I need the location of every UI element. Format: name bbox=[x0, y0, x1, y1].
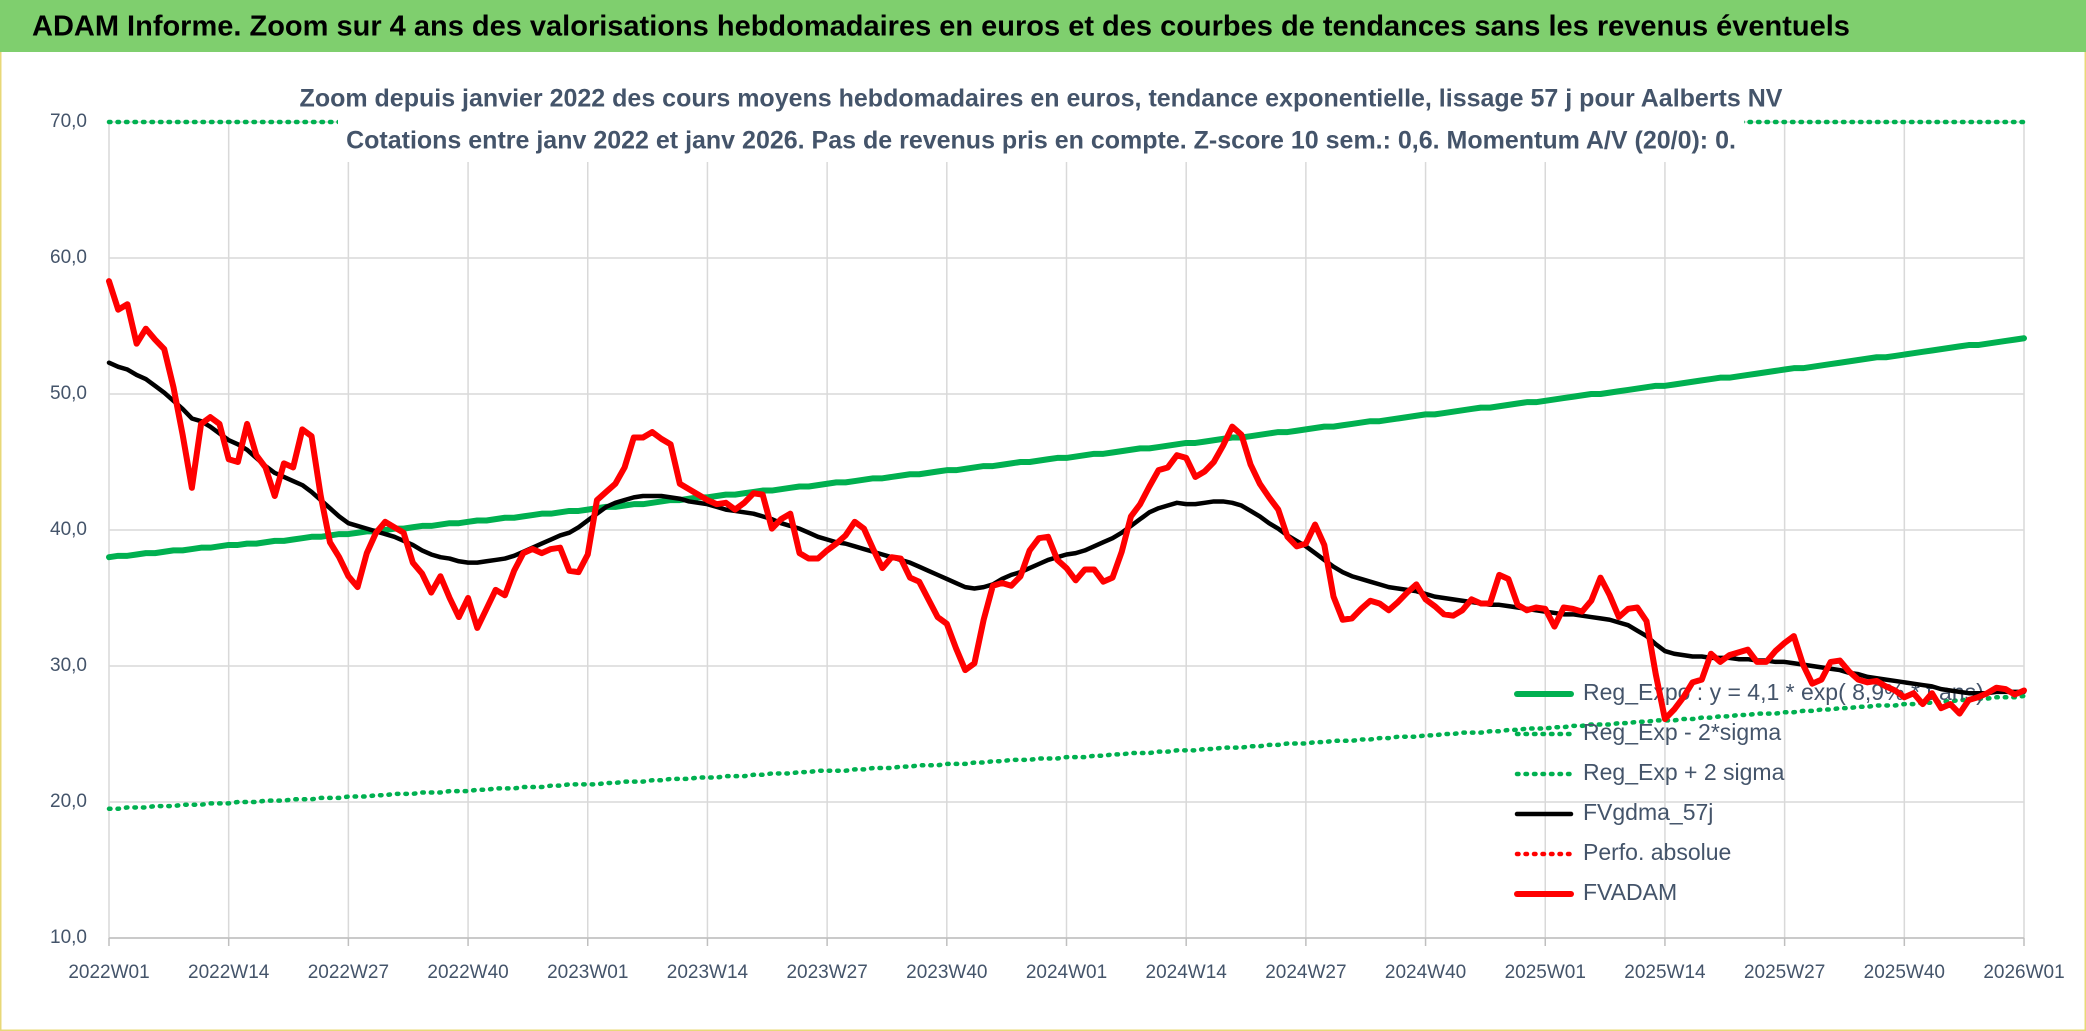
subtitle: Cotations entre janv 2022 et janv 2026. … bbox=[346, 127, 1736, 155]
y-tick-label: 70,0 bbox=[50, 111, 87, 132]
legend-label: Reg_Exp + 2 sigma bbox=[1583, 759, 1785, 785]
legend-label: FVADAM bbox=[1583, 879, 1677, 905]
legend-label: Perfo. absolue bbox=[1583, 839, 1731, 865]
y-tick-label: 20,0 bbox=[50, 791, 87, 812]
x-tick-label: 2024W14 bbox=[1146, 962, 1228, 983]
chart-title: ADAM Informe. Zoom sur 4 ans des valoris… bbox=[32, 11, 1850, 43]
subtitle-box bbox=[338, 78, 1744, 162]
x-tick-label: 2025W01 bbox=[1505, 962, 1586, 983]
x-tick-label: 2023W01 bbox=[547, 962, 628, 983]
front-series bbox=[106, 278, 2027, 723]
subtitle: Zoom depuis janvier 2022 des cours moyen… bbox=[300, 85, 1783, 113]
series-line bbox=[106, 278, 2027, 723]
series-line bbox=[106, 335, 2027, 561]
x-tick-label: 2022W01 bbox=[68, 962, 149, 983]
series-line bbox=[106, 360, 2027, 696]
x-tick-label: 2024W01 bbox=[1026, 962, 1107, 983]
x-tick-label: 2023W27 bbox=[786, 962, 867, 983]
x-tick-label: 2023W14 bbox=[667, 962, 749, 983]
x-tick-label: 2026W01 bbox=[1983, 962, 2064, 983]
x-tick-label: 2025W40 bbox=[1864, 962, 1945, 983]
x-tick-label: 2025W14 bbox=[1624, 962, 1706, 983]
legend-label: Reg_Exp - 2*sigma bbox=[1583, 719, 1781, 745]
y-tick-label: 30,0 bbox=[50, 655, 87, 676]
y-tick-label: 40,0 bbox=[50, 519, 87, 540]
x-tick-label: 2023W40 bbox=[906, 962, 987, 983]
y-tick-label: 50,0 bbox=[50, 383, 87, 404]
x-tick-label: 2024W27 bbox=[1265, 962, 1346, 983]
y-tick-label: 60,0 bbox=[50, 247, 87, 268]
x-tick-label: 2022W40 bbox=[427, 962, 508, 983]
y-tick-label: 10,0 bbox=[50, 927, 87, 948]
series-line bbox=[106, 693, 2027, 812]
legend-label: FVgdma_57j bbox=[1583, 799, 1713, 825]
x-tick-label: 2022W27 bbox=[308, 962, 389, 983]
x-tick-label: 2025W27 bbox=[1744, 962, 1825, 983]
x-tick-label: 2024W40 bbox=[1385, 962, 1466, 983]
x-tick-label: 2022W14 bbox=[188, 962, 270, 983]
banner bbox=[0, 0, 2086, 52]
